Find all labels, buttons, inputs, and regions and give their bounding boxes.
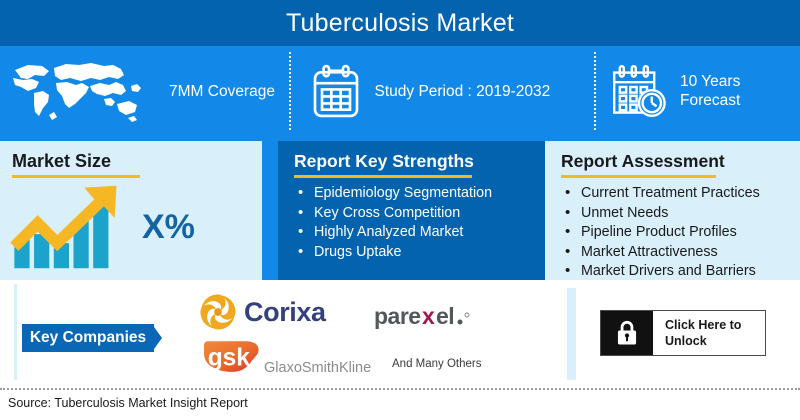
world-map-icon	[13, 63, 141, 122]
key-strengths-list: Epidemiology Segmentation Key Cross Comp…	[294, 183, 545, 263]
key-strengths-underline	[294, 175, 472, 178]
corixa-logo-text: Corixa	[244, 296, 326, 327]
list-item: Epidemiology Segmentation	[298, 183, 545, 204]
report-assessment-underline	[561, 175, 716, 178]
market-size-heading: Market Size	[12, 151, 112, 171]
parexel-logo: pare x el	[374, 300, 494, 339]
svg-text:gsk: gsk	[208, 345, 251, 372]
title-bar: Tuberculosis Market	[0, 0, 800, 46]
corixa-swirl-icon	[200, 294, 236, 330]
parexel-wordmark-icon: pare x el	[374, 303, 470, 329]
key-strengths-heading: Report Key Strengths	[294, 151, 474, 171]
list-item: Current Treatment Practices	[565, 183, 800, 204]
facts-divider-2	[594, 52, 596, 130]
corixa-logo: Corixa	[198, 292, 326, 332]
facts-band: 7MM Coverage Study Period : 2019-20	[0, 46, 800, 136]
calendar-clock-icon	[613, 65, 666, 117]
unlock-button[interactable]: Click Here to Unlock	[600, 310, 766, 356]
list-item: Pipeline Product Profiles	[565, 222, 800, 243]
left-accent-bar	[14, 284, 17, 380]
fact-forecast-label: 10 Years Forecast	[680, 73, 741, 109]
fact-coverage: 7MM Coverage	[0, 46, 289, 136]
and-many-others-label: And Many Others	[392, 358, 482, 370]
report-assessment-list: Current Treatment Practices Unmet Needs …	[561, 183, 800, 282]
svg-text:pare: pare	[374, 303, 421, 329]
list-item: Drugs Uptake	[298, 242, 545, 263]
market-size-value: X%	[142, 207, 195, 246]
report-assessment-heading: Report Assessment	[561, 151, 725, 171]
panel-report-assessment: Report Assessment Current Treatment Prac…	[545, 141, 800, 280]
list-item: Market Attractiveness	[565, 242, 800, 263]
key-companies-badge: Key Companies	[22, 324, 162, 352]
lock-icon-box	[601, 311, 653, 355]
gsk-logo-subtext: GlaxoSmithKline	[264, 360, 372, 376]
band-bottom-strip	[0, 136, 800, 141]
source-label: Source: Tuberculosis Market Insight Repo…	[8, 396, 248, 410]
lock-icon	[617, 320, 637, 345]
list-item: Key Cross Competition	[298, 203, 545, 224]
fact-coverage-label: 7MM Coverage	[169, 82, 275, 100]
panels-row: Market Size X% Report Key S	[0, 141, 800, 280]
svg-text:el: el	[436, 303, 454, 329]
market-size-content: X%	[10, 184, 262, 270]
panel-report-key-strengths: Report Key Strengths Epidemiology Segmen…	[278, 141, 545, 280]
list-item: Unmet Needs	[565, 203, 800, 224]
gsk-logo: gsk GlaxoSmithKline	[200, 340, 371, 378]
fact-forecast: 10 Years Forecast	[596, 46, 800, 136]
list-item: Highly Analyzed Market	[298, 222, 545, 243]
unlock-button-label: Click Here to Unlock	[665, 318, 742, 348]
calendar-icon	[313, 64, 358, 118]
fact-study-period: Study Period : 2019-2032	[291, 46, 595, 136]
panel-market-size: Market Size X%	[0, 141, 262, 280]
market-size-underline	[12, 175, 140, 178]
gsk-mark-icon: gsk	[204, 341, 259, 372]
growth-chart-icon	[10, 185, 117, 269]
companies-vertical-divider	[567, 288, 576, 380]
key-companies-badge-label: Key Companies	[29, 329, 147, 346]
panel-gap-1	[262, 141, 278, 280]
footer-divider	[0, 388, 800, 390]
svg-text:x: x	[422, 303, 435, 329]
page-title: Tuberculosis Market	[286, 8, 514, 37]
facts-divider-1	[288, 52, 291, 130]
list-item: Market Drivers and Barriers	[565, 261, 800, 282]
fact-study-period-label: Study Period : 2019-2032	[374, 82, 551, 100]
